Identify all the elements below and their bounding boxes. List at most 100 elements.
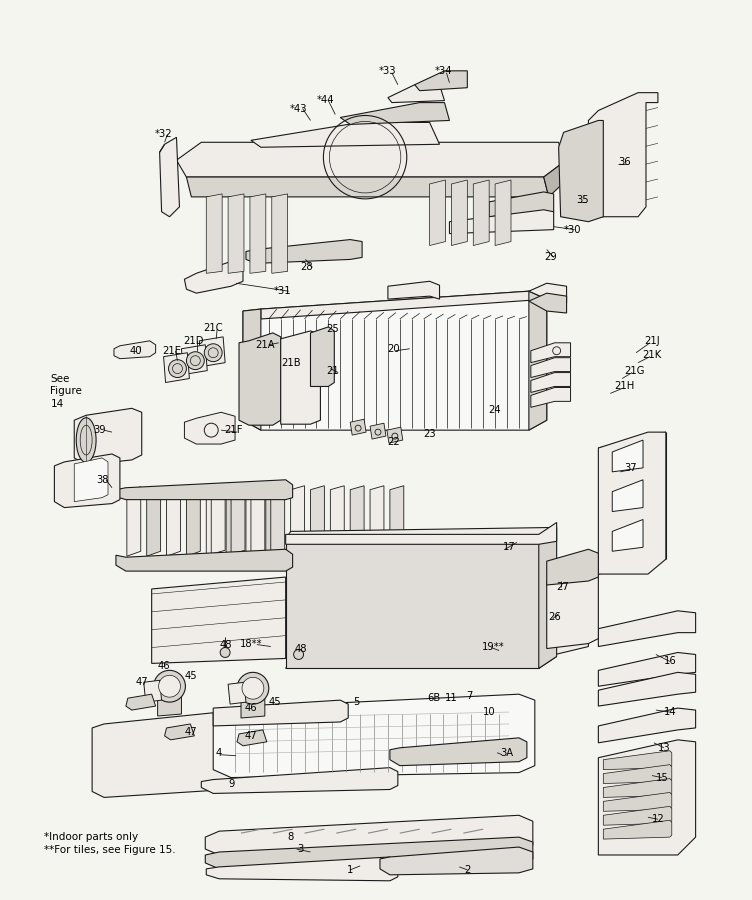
Text: 1: 1: [347, 865, 353, 875]
Text: 15: 15: [656, 772, 669, 783]
Text: 21G: 21G: [624, 365, 644, 375]
Polygon shape: [226, 487, 240, 556]
Circle shape: [237, 672, 268, 704]
Polygon shape: [599, 708, 696, 742]
Text: 3: 3: [298, 844, 304, 854]
Text: *34: *34: [435, 66, 452, 76]
Text: 2: 2: [464, 865, 471, 875]
Text: 25: 25: [326, 324, 338, 334]
Polygon shape: [529, 293, 566, 313]
Polygon shape: [205, 815, 533, 855]
Polygon shape: [286, 656, 556, 669]
Text: 18**: 18**: [240, 639, 262, 649]
Polygon shape: [158, 694, 181, 716]
Polygon shape: [429, 180, 445, 246]
Circle shape: [186, 352, 205, 370]
Polygon shape: [599, 611, 696, 646]
Text: 4: 4: [216, 748, 223, 758]
Polygon shape: [599, 672, 696, 706]
Text: 46: 46: [157, 662, 170, 671]
Circle shape: [159, 675, 180, 698]
Text: 14: 14: [663, 707, 676, 717]
Polygon shape: [164, 353, 190, 382]
Ellipse shape: [76, 418, 96, 463]
Text: 36: 36: [618, 158, 630, 167]
Polygon shape: [370, 486, 384, 554]
Polygon shape: [612, 480, 643, 511]
Polygon shape: [290, 486, 305, 554]
Text: 21E: 21E: [162, 346, 181, 356]
Polygon shape: [152, 577, 286, 663]
Polygon shape: [390, 738, 527, 766]
Polygon shape: [529, 284, 566, 303]
Text: 3A: 3A: [501, 748, 514, 758]
Polygon shape: [380, 847, 533, 875]
Polygon shape: [286, 523, 556, 544]
Text: 21J: 21J: [644, 336, 660, 346]
Polygon shape: [340, 103, 450, 124]
Text: Figure: Figure: [50, 386, 82, 396]
Polygon shape: [531, 388, 571, 408]
Polygon shape: [186, 487, 200, 556]
Text: 11: 11: [445, 693, 458, 703]
Circle shape: [205, 344, 222, 362]
Polygon shape: [165, 724, 194, 740]
Text: 21A: 21A: [255, 340, 274, 350]
Polygon shape: [370, 423, 386, 439]
Polygon shape: [246, 239, 362, 264]
Text: 7: 7: [466, 691, 472, 701]
Text: 48: 48: [294, 644, 307, 653]
Polygon shape: [271, 486, 285, 554]
Text: 29: 29: [544, 252, 557, 263]
Polygon shape: [529, 292, 547, 430]
Text: 19**: 19**: [482, 642, 505, 652]
Polygon shape: [311, 327, 335, 386]
Polygon shape: [246, 487, 260, 556]
Text: 10: 10: [483, 707, 496, 717]
Polygon shape: [350, 419, 366, 435]
Text: 26: 26: [548, 612, 561, 622]
Polygon shape: [126, 694, 156, 710]
Text: 39: 39: [94, 425, 106, 435]
Text: See: See: [50, 374, 70, 383]
Text: 22: 22: [387, 437, 400, 447]
Polygon shape: [239, 333, 280, 425]
Polygon shape: [603, 765, 672, 784]
Circle shape: [242, 678, 264, 699]
Polygon shape: [214, 694, 535, 778]
Polygon shape: [603, 820, 672, 839]
Text: **For tiles, see Figure 15.: **For tiles, see Figure 15.: [44, 845, 176, 855]
Polygon shape: [450, 210, 553, 234]
Text: 45: 45: [268, 698, 281, 707]
Polygon shape: [54, 454, 120, 508]
Text: 13: 13: [657, 742, 670, 752]
Polygon shape: [228, 682, 246, 704]
Circle shape: [220, 647, 230, 658]
Polygon shape: [74, 458, 108, 501]
Text: 47: 47: [244, 731, 257, 741]
Polygon shape: [531, 373, 571, 392]
Polygon shape: [177, 142, 563, 177]
Text: *43: *43: [290, 104, 308, 113]
Polygon shape: [388, 282, 439, 299]
Polygon shape: [206, 487, 220, 556]
Polygon shape: [311, 486, 324, 554]
Text: 20: 20: [387, 344, 400, 354]
Polygon shape: [603, 751, 672, 770]
Text: 38: 38: [96, 475, 108, 485]
Polygon shape: [286, 539, 538, 669]
Polygon shape: [538, 527, 556, 669]
Polygon shape: [228, 194, 244, 274]
Polygon shape: [599, 652, 696, 686]
Polygon shape: [166, 487, 180, 556]
Text: 24: 24: [488, 405, 500, 415]
Polygon shape: [241, 697, 265, 718]
Polygon shape: [231, 486, 245, 554]
Circle shape: [153, 670, 186, 702]
Polygon shape: [159, 138, 180, 217]
Text: 23: 23: [423, 429, 436, 439]
Polygon shape: [350, 486, 364, 554]
Polygon shape: [205, 837, 533, 868]
Text: 47: 47: [185, 727, 198, 737]
Polygon shape: [330, 486, 344, 554]
